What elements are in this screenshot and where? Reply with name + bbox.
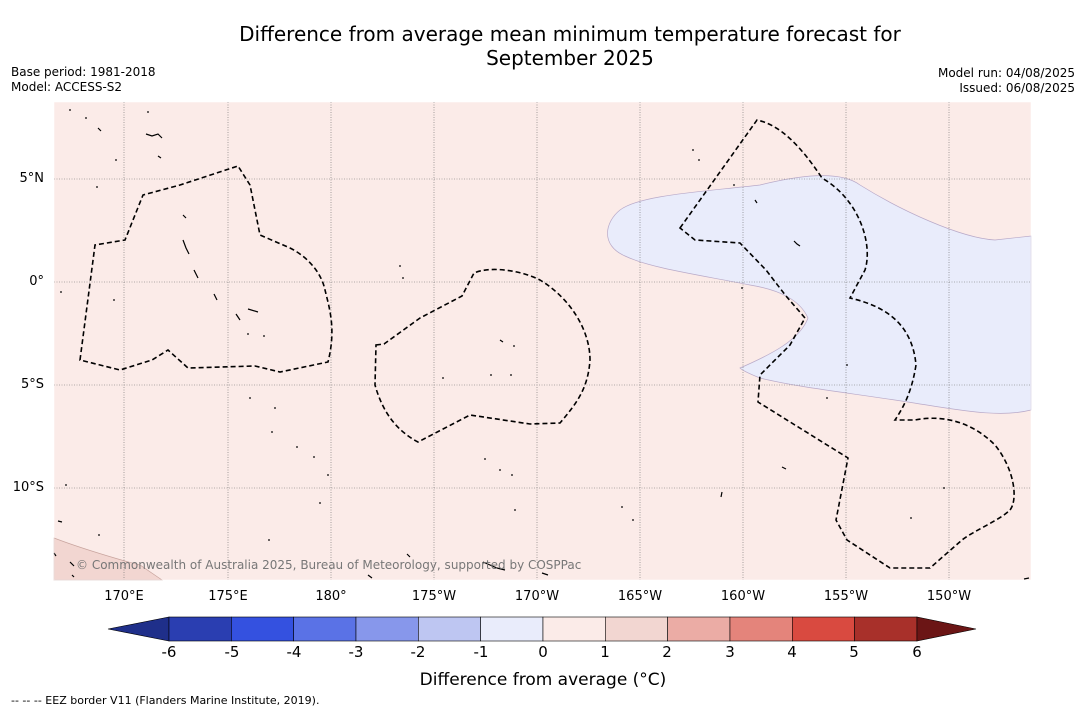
colorbar-extend-low (107, 616, 170, 642)
colorbar (107, 616, 977, 642)
lon-label-175e: 175°E (208, 589, 248, 604)
lon-label-170e: 170°E (104, 589, 144, 604)
small-islets (60, 109, 945, 541)
eez-footnote: -- -- -- EEZ border V11 (Flanders Marine… (11, 694, 320, 707)
map-frame (53, 101, 1032, 581)
colorbar-segment (231, 616, 294, 642)
lon-label-165w: 165°W (617, 589, 663, 604)
colorbar-segment (293, 616, 357, 642)
colorbar-segment (480, 616, 544, 642)
issued-date: Issued: 06/08/2025 (959, 81, 1075, 95)
lon-label-160w: 160°W (720, 589, 766, 604)
colorbar-segment (418, 616, 481, 642)
colorbar-segment (791, 616, 855, 642)
colorbar-extend-high (916, 616, 977, 642)
colorbar-segment (605, 616, 668, 642)
chart-title: Difference from average mean minimum tem… (200, 22, 940, 70)
colorbar-segment (542, 616, 606, 642)
colorbar-segment (729, 616, 793, 642)
cb-tick: 6 (912, 643, 922, 661)
cb-tick: -1 (473, 643, 489, 661)
lon-label-150w: 150°W (926, 589, 972, 604)
cb-tick: 3 (725, 643, 735, 661)
cb-tick: 0 (538, 643, 548, 661)
cb-tick: 4 (787, 643, 797, 661)
meta-right: Model run: 04/08/2025 Issued: 06/08/2025 (938, 66, 1075, 96)
lat-label-5s: 5°S (20, 377, 44, 392)
cb-tick: -2 (410, 643, 426, 661)
model-name: Model: ACCESS-S2 (11, 80, 123, 94)
lat-label-5n: 5°N (19, 171, 45, 186)
colorbar-label: Difference from average (°C) (419, 670, 667, 690)
cb-tick: -5 (224, 643, 240, 661)
cb-tick: 2 (662, 643, 672, 661)
title-line-1: Difference from average mean minimum tem… (239, 22, 901, 46)
cb-tick: -3 (348, 643, 364, 661)
cb-tick: -6 (161, 643, 177, 661)
title-line-2: September 2025 (486, 46, 654, 70)
cb-tick: 5 (849, 643, 859, 661)
lat-label-10s: 10°S (12, 480, 44, 495)
lat-label-0: 0° (29, 274, 44, 289)
colorbar-segment (854, 616, 918, 642)
eez-borders (79, 119, 1015, 569)
colorbar-segment (168, 616, 232, 642)
lon-label-175w: 175°W (411, 589, 457, 604)
cb-tick: -4 (286, 643, 302, 661)
lon-label-155w: 155°W (823, 589, 869, 604)
model-run: Model run: 04/08/2025 (937, 66, 1075, 80)
lon-label-180: 180° (315, 589, 347, 604)
lon-label-170w: 170°W (514, 589, 560, 604)
meta-left: Base period: 1981-2018 Model: ACCESS-S2 (11, 65, 156, 95)
colorbar-segment (355, 616, 419, 642)
islands (53, 127, 1030, 580)
cb-tick: 1 (600, 643, 610, 661)
base-period: Base period: 1981-2018 (11, 65, 156, 79)
warm-anomaly-region (53, 537, 164, 581)
colorbar-segment (667, 616, 731, 642)
copyright-notice: © Commonwealth of Australia 2025, Bureau… (76, 558, 582, 572)
